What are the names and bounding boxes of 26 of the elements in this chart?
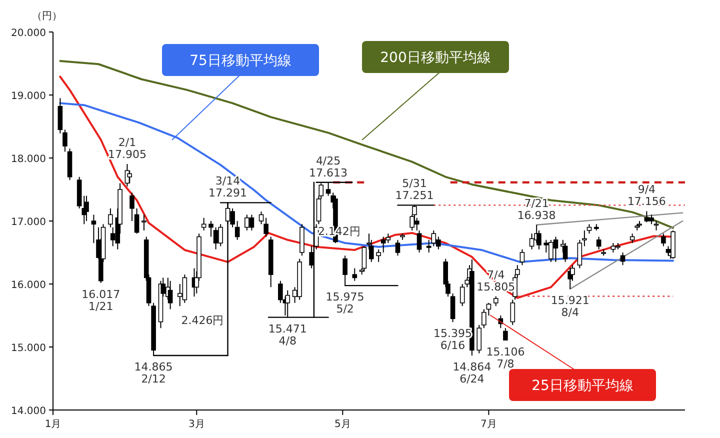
y-tick-label: 19.000 (11, 91, 46, 102)
y-tick-label: 18.000 (11, 154, 46, 165)
annotation: 4/25 17.613 (309, 154, 348, 180)
annotation: 3/14 17.291 (208, 174, 247, 200)
annotation: 15.921 8/4 (550, 294, 590, 319)
x-tick-label: 7月 (480, 419, 497, 430)
annotation: 2/1 17.905 (108, 136, 146, 161)
annotation: 9/4 17.156 (627, 183, 666, 208)
annotation: 5/31 17.251 (395, 177, 434, 202)
text: 25日移動平均線 (532, 378, 634, 394)
annotation: 16.017 1/21 (82, 288, 120, 313)
y-tick-label: 17.000 (11, 217, 46, 228)
annotation: 15.975 5/2 (326, 290, 364, 316)
annotation: 2.426円 (181, 314, 224, 328)
y-axis-title: （円） (32, 11, 62, 22)
annotation: 14.865 2/12 (134, 360, 173, 386)
y-tick-label: 16.000 (11, 280, 46, 291)
y-tick-label: 14.000 (11, 406, 46, 417)
annotation: 15.471 4/8 (268, 322, 307, 348)
y-tick-label: 20.000 (11, 28, 46, 39)
y-tick-label: 15.000 (11, 343, 46, 354)
x-tick-label: 3月 (188, 419, 205, 430)
x-tick-label: 1月 (44, 419, 62, 430)
annotation: 14.864 6/24 (452, 360, 492, 386)
annotation: 7/21 16.938 (517, 196, 556, 222)
x-tick-label: 5月 (334, 419, 351, 430)
